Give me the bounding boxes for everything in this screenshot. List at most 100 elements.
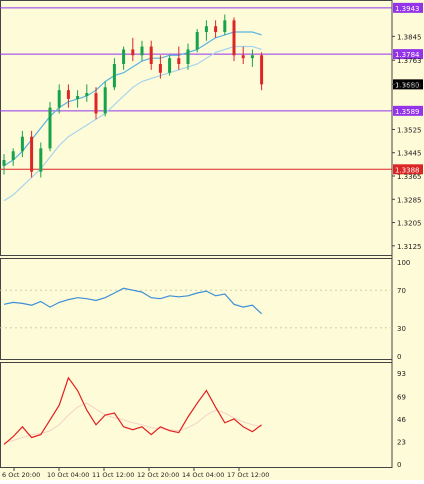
price-tick-label: 1.3763 [397,57,422,65]
candle[interactable] [85,84,89,102]
level-price-label: 1.3943 [395,5,420,13]
price-tick-label: 1.3205 [397,220,422,228]
candle[interactable] [214,20,218,38]
candle[interactable] [232,17,236,62]
level-price-label: 1.3784 [395,51,420,59]
time-tick-label: 12 Oct 20:00 [137,471,179,479]
candle-body [140,46,144,56]
candle-body [48,107,52,149]
candle-body [57,90,61,108]
candle-body [177,58,181,64]
level-price-label: 1.3388 [395,166,420,174]
time-tick-label: 17 Oct 12:00 [227,471,269,479]
candle[interactable] [204,20,208,41]
stochastic-signal-line [3,402,262,443]
time-tick-label: 6 Oct 20:00 [2,471,40,479]
time-tick-label: 14 Oct 04:00 [182,471,224,479]
candle[interactable] [112,58,116,91]
candle-body [168,58,172,73]
level-price-label: 1.3589 [395,108,420,116]
candle[interactable] [11,148,15,166]
candle-body [158,64,162,73]
current-price-label: 1.3680 [395,81,420,89]
stochastic-tick-label: 93 [397,370,406,378]
time-tick-label: 11 Oct 12:00 [92,471,134,479]
candle-body [112,64,116,88]
candle[interactable] [20,130,24,158]
candle[interactable] [241,46,245,64]
candle-body [11,151,15,160]
level-price-tag [393,164,423,175]
candle[interactable] [177,46,181,70]
price-tick-label: 1.3845 [397,33,422,41]
candle-body [260,55,264,85]
candle[interactable] [140,40,144,62]
price-tick-label: 1.3285 [397,196,422,204]
candle-body [223,20,227,32]
candle[interactable] [66,84,70,108]
candle-body [241,55,245,59]
candle[interactable] [250,49,254,67]
candle[interactable] [2,154,6,175]
price-tick-label: 1.3365 [397,173,422,181]
candle-body [232,20,236,56]
candle-body [204,26,208,32]
candle[interactable] [223,14,227,35]
rsi-tick-label: 0 [397,353,401,361]
candle-body [149,46,153,64]
candle-body [186,49,190,64]
candle-body [122,49,126,64]
rsi-tick-label: 30 [397,325,406,333]
candle-body [94,93,98,114]
candle[interactable] [186,43,190,70]
level-price-tag [393,49,423,60]
candle[interactable] [57,84,61,114]
candle[interactable] [168,55,172,76]
candle[interactable] [30,130,34,178]
stochastic-tick-label: 69 [397,393,406,401]
candle-body [30,136,34,172]
candle-body [250,55,254,59]
stochastic-tick-label: 46 [397,416,406,424]
current-price-tag [393,79,423,90]
candle[interactable] [122,46,126,70]
rsi-tick-label: 100 [397,259,410,267]
candle-body [195,32,199,50]
moving-average-fast [3,31,262,167]
candle-body [20,136,24,152]
level-price-tag [393,2,423,13]
rsi-tick-label: 70 [397,287,406,295]
time-tick-label: 10 Oct 04:00 [47,471,89,479]
candle-body [131,49,135,56]
candle[interactable] [76,90,80,108]
candle-body [39,148,43,172]
candle-body [76,96,80,99]
candle[interactable] [103,81,107,117]
candle-body [2,160,6,166]
candle[interactable] [48,101,52,152]
candle[interactable] [260,52,264,91]
stochastic-main-line [3,376,262,445]
candle[interactable] [158,55,162,79]
moving-average-slow [3,45,262,202]
candle[interactable] [149,40,153,70]
price-tick-label: 1.3445 [397,150,422,158]
candle-body [85,93,89,96]
price-tick-label: 1.3125 [397,243,422,251]
level-price-tag [393,105,423,116]
stochastic-tick-label: 0 [397,461,401,469]
candle-body [66,90,70,99]
candle-body [103,87,107,114]
stochastic-tick-label: 23 [397,438,406,446]
candle[interactable] [94,87,98,120]
candle-body [214,26,218,32]
price-tick-label: 1.3525 [397,126,422,134]
price-tick-label: 1.3680 [397,81,422,89]
candle[interactable] [39,142,43,178]
candle[interactable] [131,37,135,62]
candle[interactable] [195,29,199,53]
rsi-line [3,287,263,315]
